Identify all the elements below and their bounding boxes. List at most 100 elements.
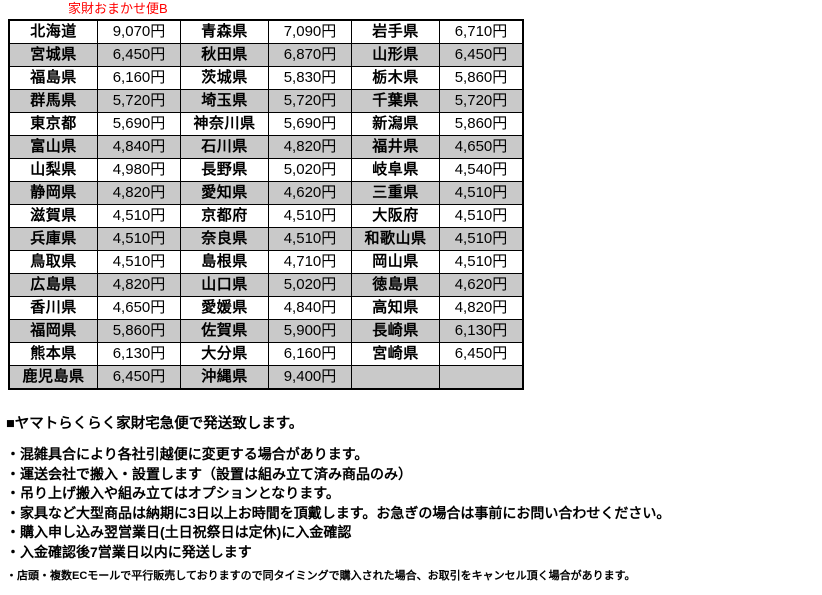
price-cell: 6,130円 <box>439 319 524 343</box>
price-cell: 5,860円 <box>439 112 524 136</box>
prefecture-cell: 山梨県 <box>8 158 98 182</box>
prefecture-cell: 滋賀県 <box>8 204 98 228</box>
prefecture-cell: 沖縄県 <box>180 365 269 390</box>
price-cell: 4,840円 <box>268 296 352 320</box>
prefecture-cell: 奈良県 <box>180 227 269 251</box>
price-cell: 4,510円 <box>439 204 524 228</box>
prefecture-cell: 長野県 <box>180 158 269 182</box>
shipping-notes: ■ヤマトらくらく家財宅急便で発送致します。 ・混雑具合により各社引越便に変更する… <box>6 413 818 585</box>
prefecture-cell: 徳島県 <box>351 273 440 297</box>
price-cell: 6,130円 <box>97 342 181 366</box>
price-cell: 4,620円 <box>439 273 524 297</box>
table-row: 静岡県 4,820円 愛知県 4,620円 三重県 4,510円 <box>8 181 524 205</box>
prefecture-cell: 富山県 <box>8 135 98 159</box>
price-cell: 5,830円 <box>268 66 352 90</box>
price-cell: 6,160円 <box>268 342 352 366</box>
prefecture-cell: 佐賀県 <box>180 319 269 343</box>
prefecture-cell: 山口県 <box>180 273 269 297</box>
prefecture-cell: 大分県 <box>180 342 269 366</box>
prefecture-cell: 群馬県 <box>8 89 98 113</box>
price-cell: 5,020円 <box>268 158 352 182</box>
prefecture-cell: 北海道 <box>8 19 98 44</box>
prefecture-cell: 愛知県 <box>180 181 269 205</box>
prefecture-cell: 宮城県 <box>8 43 98 67</box>
prefecture-cell: 東京都 <box>8 112 98 136</box>
price-cell: 4,820円 <box>97 273 181 297</box>
notes-heading: ■ヤマトらくらく家財宅急便で発送致します。 <box>6 416 304 432</box>
prefecture-cell <box>351 365 440 390</box>
price-cell: 4,980円 <box>97 158 181 182</box>
price-cell: 5,860円 <box>439 66 524 90</box>
note-line: ・混雑具合により各社引越便に変更する場合があります。 <box>6 446 369 462</box>
price-cell: 5,860円 <box>97 319 181 343</box>
price-cell: 4,820円 <box>268 135 352 159</box>
table-row: 鹿児島県 6,450円 沖縄県 9,400円 <box>8 365 524 390</box>
price-cell: 4,710円 <box>268 250 352 274</box>
price-cell: 4,650円 <box>439 135 524 159</box>
table-row: 東京都 5,690円 神奈川県 5,690円 新潟県 5,860円 <box>8 112 524 136</box>
table-row: 宮城県 6,450円 秋田県 6,870円 山形県 6,450円 <box>8 43 524 67</box>
prefecture-cell: 石川県 <box>180 135 269 159</box>
price-cell: 4,510円 <box>268 204 352 228</box>
prefecture-cell: 和歌山県 <box>351 227 440 251</box>
price-cell: 4,510円 <box>97 227 181 251</box>
prefecture-cell: 三重県 <box>351 181 440 205</box>
prefecture-cell: 埼玉県 <box>180 89 269 113</box>
price-cell: 4,510円 <box>97 204 181 228</box>
prefecture-cell: 福島県 <box>8 66 98 90</box>
price-cell: 5,720円 <box>268 89 352 113</box>
prefecture-cell: 青森県 <box>180 19 269 44</box>
prefecture-cell: 茨城県 <box>180 66 269 90</box>
price-cell: 9,070円 <box>97 19 181 44</box>
price-cell: 6,450円 <box>97 365 181 390</box>
price-table-container: 北海道 9,070円 青森県 7,090円 岩手県 6,710円 宮城県 6,450円 秋田県 6… <box>8 19 524 390</box>
note-line: ・吊り上げ搬入や組み立てはオプションとなります。 <box>6 485 340 501</box>
table-row: 鳥取県 4,510円 島根県 4,710円 岡山県 4,510円 <box>8 250 524 274</box>
notes-fine-print: ・店頭・複数ECモールで平行販売しておりますので同タイミングで購入された場合、お… <box>6 570 636 582</box>
price-cell: 4,620円 <box>268 181 352 205</box>
price-cell: 4,510円 <box>268 227 352 251</box>
price-cell: 6,870円 <box>268 43 352 67</box>
price-cell: 4,540円 <box>439 158 524 182</box>
prefecture-cell: 広島県 <box>8 273 98 297</box>
price-cell: 7,090円 <box>268 19 352 44</box>
price-cell: 4,510円 <box>439 227 524 251</box>
price-cell: 6,710円 <box>439 19 524 44</box>
prefecture-cell: 鳥取県 <box>8 250 98 274</box>
price-cell: 4,510円 <box>439 181 524 205</box>
table-row: 北海道 9,070円 青森県 7,090円 岩手県 6,710円 <box>8 19 524 44</box>
prefecture-cell: 兵庫県 <box>8 227 98 251</box>
price-cell <box>439 365 524 390</box>
prefecture-cell: 愛媛県 <box>180 296 269 320</box>
prefecture-cell: 高知県 <box>351 296 440 320</box>
price-cell: 9,400円 <box>268 365 352 390</box>
note-line: ・購入申し込み翌営業日(土日祝祭日は定休)に入金確認 <box>6 524 352 540</box>
price-cell: 4,820円 <box>97 181 181 205</box>
table-row: 群馬県 5,720円 埼玉県 5,720円 千葉県 5,720円 <box>8 89 524 113</box>
prefecture-cell: 福井県 <box>351 135 440 159</box>
prefecture-cell: 新潟県 <box>351 112 440 136</box>
price-cell: 4,840円 <box>97 135 181 159</box>
shipping-price-table: 北海道 9,070円 青森県 7,090円 岩手県 6,710円 宮城県 6,450円 秋田県 6… <box>8 19 524 390</box>
table-row: 福島県 6,160円 茨城県 5,830円 栃木県 5,860円 <box>8 66 524 90</box>
prefecture-cell: 岐阜県 <box>351 158 440 182</box>
price-cell: 5,020円 <box>268 273 352 297</box>
table-row: 福岡県 5,860円 佐賀県 5,900円 長崎県 6,130円 <box>8 319 524 343</box>
table-row: 広島県 4,820円 山口県 5,020円 徳島県 4,620円 <box>8 273 524 297</box>
price-cell: 4,650円 <box>97 296 181 320</box>
prefecture-cell: 長崎県 <box>351 319 440 343</box>
prefecture-cell: 山形県 <box>351 43 440 67</box>
price-cell: 5,690円 <box>268 112 352 136</box>
table-row: 香川県 4,650円 愛媛県 4,840円 高知県 4,820円 <box>8 296 524 320</box>
price-cell: 6,450円 <box>439 43 524 67</box>
price-cell: 4,510円 <box>97 250 181 274</box>
table-row: 滋賀県 4,510円 京都府 4,510円 大阪府 4,510円 <box>8 204 524 228</box>
price-cell: 6,450円 <box>97 43 181 67</box>
price-cell: 5,690円 <box>97 112 181 136</box>
price-cell: 5,720円 <box>97 89 181 113</box>
prefecture-cell: 岡山県 <box>351 250 440 274</box>
price-cell: 4,820円 <box>439 296 524 320</box>
prefecture-cell: 静岡県 <box>8 181 98 205</box>
prefecture-cell: 岩手県 <box>351 19 440 44</box>
note-line: ・家具など大型商品は納期に3日以上お時間を頂戴します。お急ぎの場合は事前にお問い… <box>6 504 671 521</box>
